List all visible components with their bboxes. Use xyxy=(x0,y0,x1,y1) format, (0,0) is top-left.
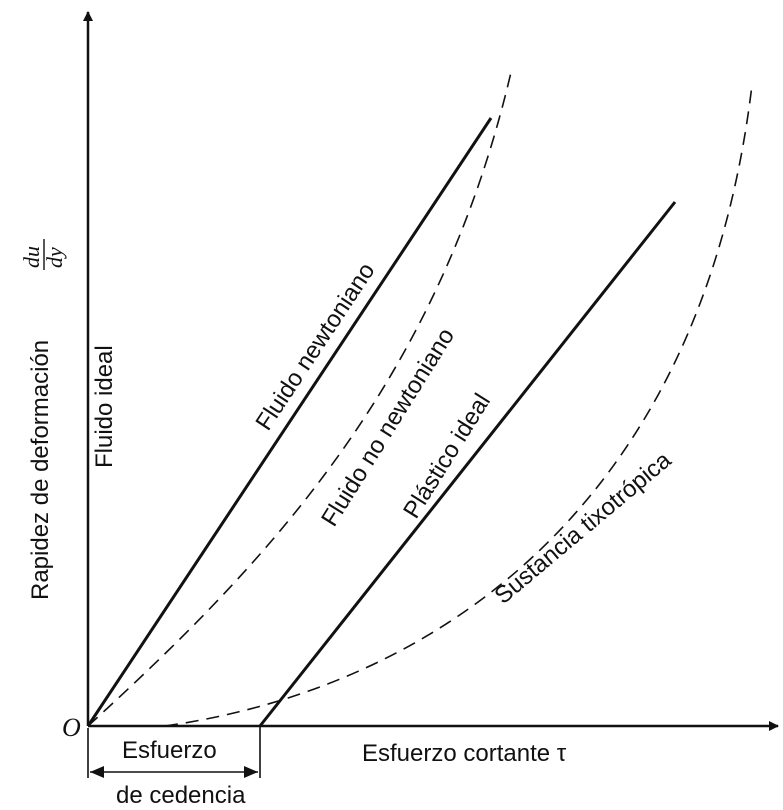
newtonian-fluid-line xyxy=(86,117,493,727)
yield-stress-label-line2: de cedencia xyxy=(116,782,246,809)
thixotropic-substance-label: Sustancia tixotrópica xyxy=(490,446,677,609)
yield-stress-arrow-left xyxy=(90,766,104,778)
origin-label: O xyxy=(62,713,81,742)
x-axis-label: Esfuerzo cortante τ xyxy=(362,740,567,767)
non-newtonian-fluid-curve xyxy=(87,67,513,727)
yield-stress-arrow-right xyxy=(244,766,258,778)
thixotropic-substance-curve xyxy=(164,84,753,727)
yield-stress-label-line1: Esfuerzo xyxy=(122,737,217,764)
y-axis-fraction-denominator: dy xyxy=(42,247,67,268)
y-axis-fraction-numerator: du xyxy=(19,246,44,268)
y-axis-title: Rapidez de deformación du dy xyxy=(19,239,67,600)
y-axis-label: Rapidez de deformación xyxy=(27,340,54,600)
ideal-fluid-label: Fluido ideal xyxy=(91,345,118,468)
ideal-plastic-line xyxy=(258,201,677,727)
newtonian-fluid-label: Fluido newtoniano xyxy=(250,258,380,435)
